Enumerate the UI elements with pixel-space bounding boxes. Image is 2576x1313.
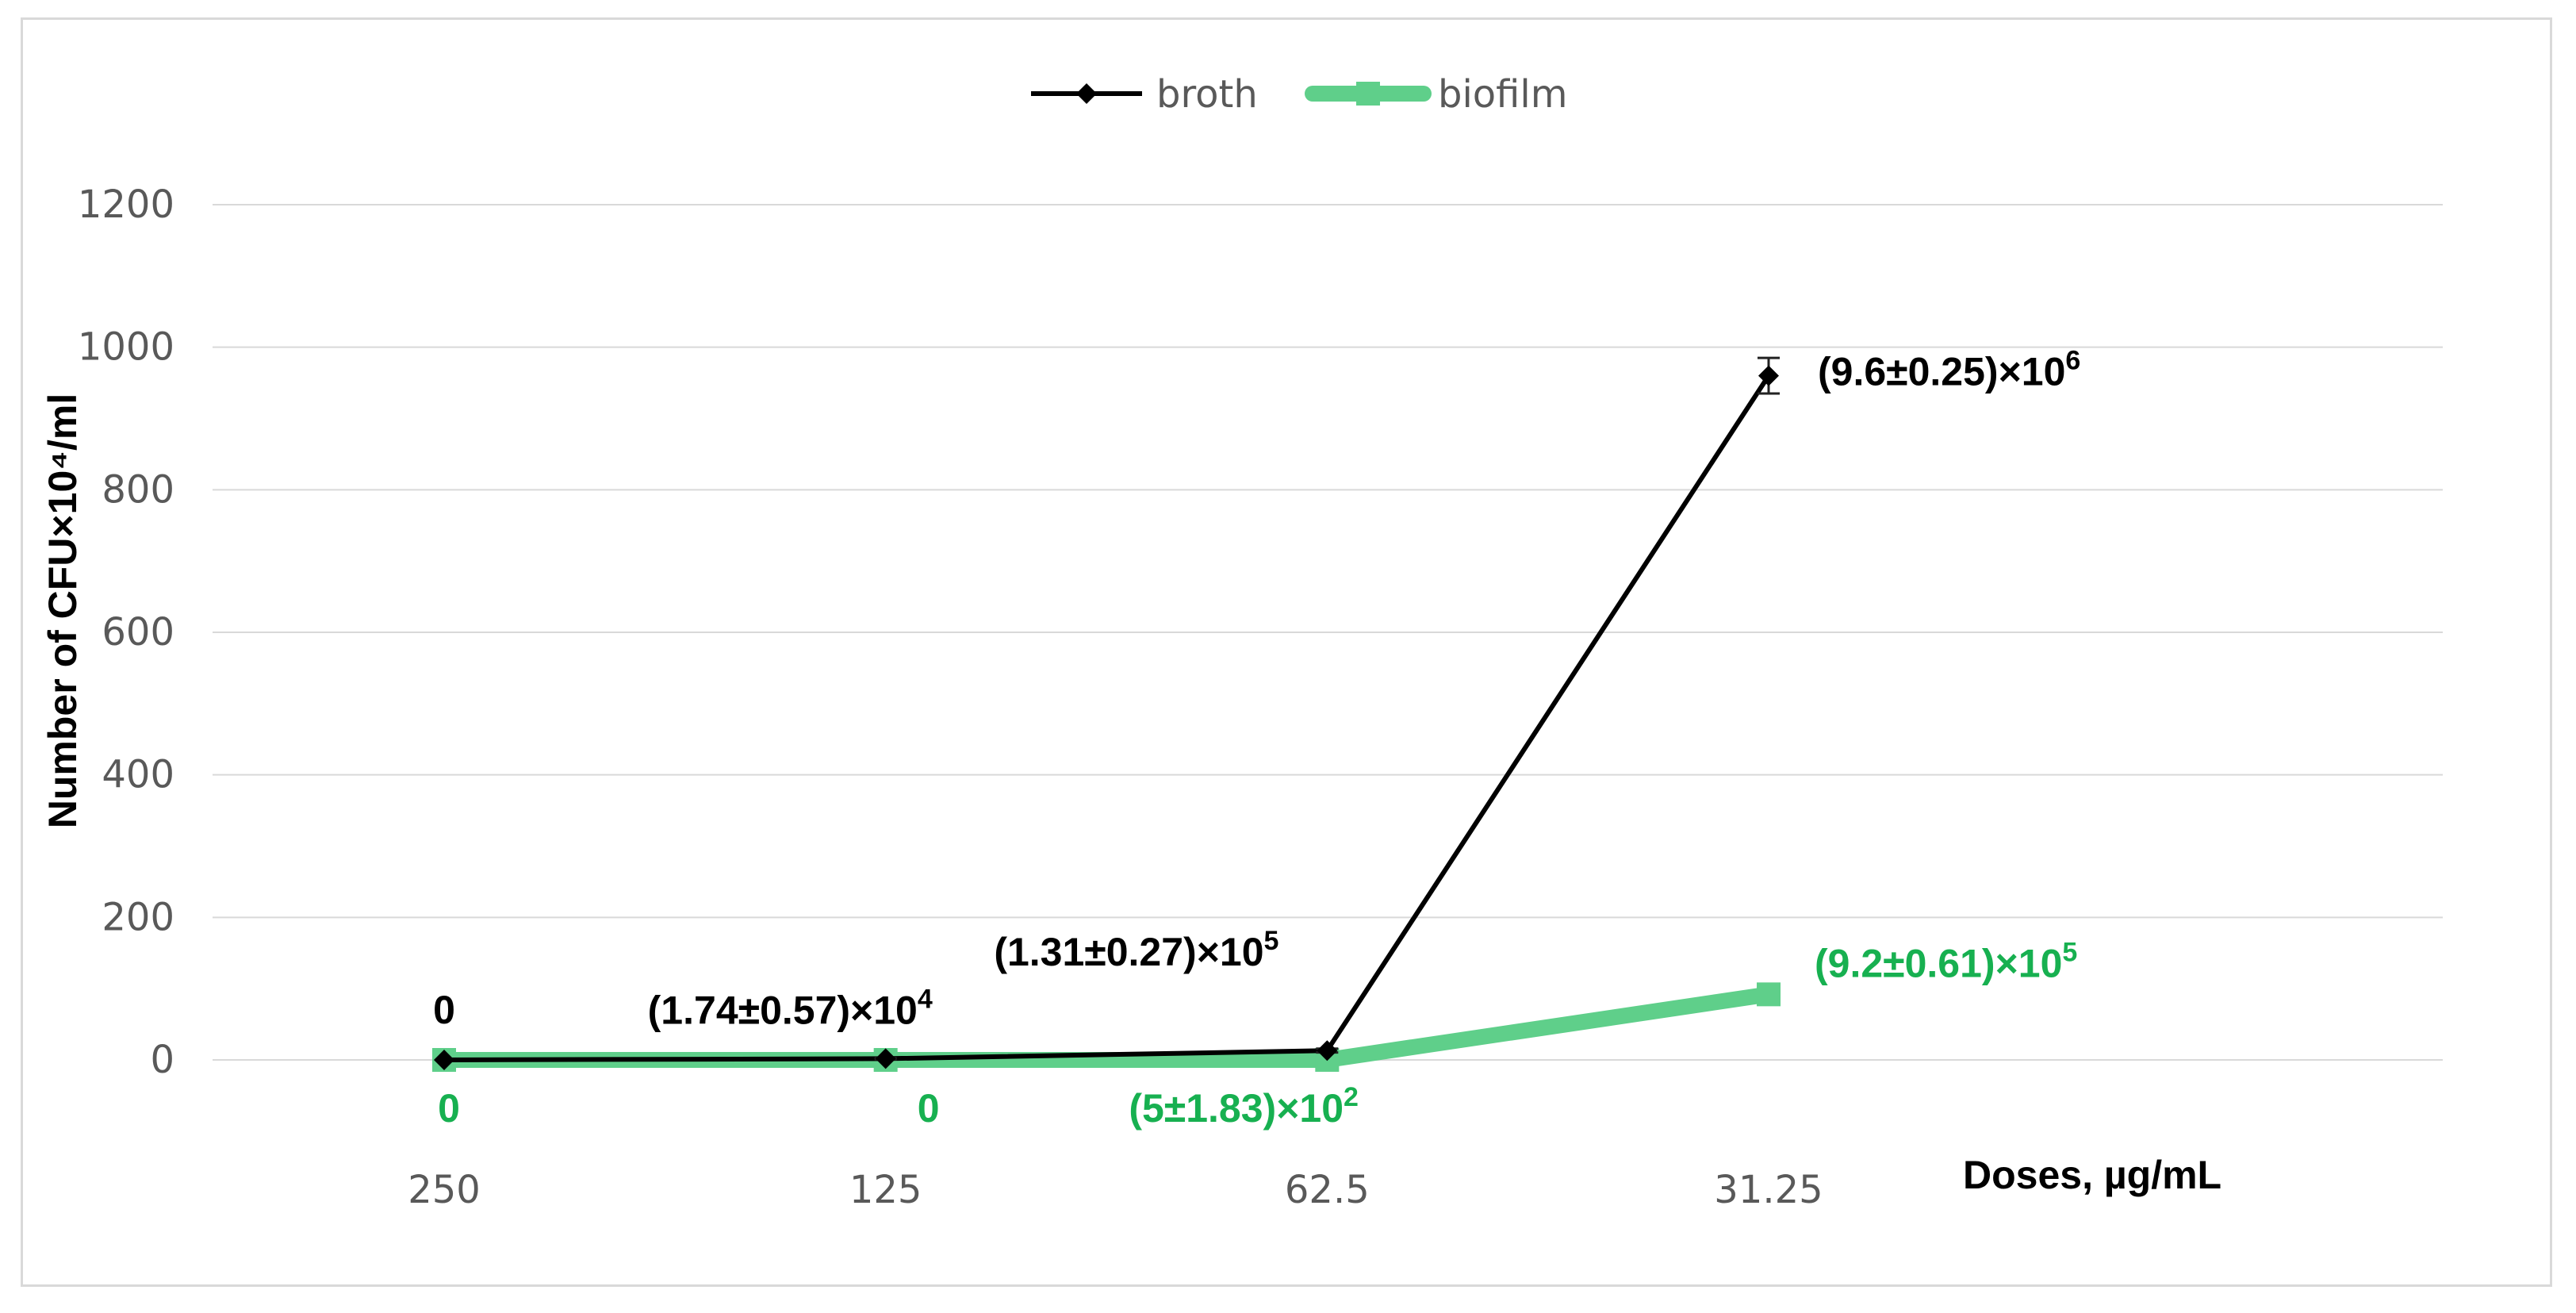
data-label: 0 <box>433 988 455 1032</box>
point-marker <box>1317 1040 1338 1062</box>
legend-label: broth <box>1156 72 1258 117</box>
y-axis-title: Number of CFU×10⁴/ml <box>40 394 85 828</box>
data-label: (9.2±0.61)×105 <box>1815 937 2077 985</box>
legend-swatch-marker <box>1356 82 1380 106</box>
x-tick-label: 62.5 <box>1285 1168 1370 1212</box>
y-tick-label: 800 <box>102 467 174 512</box>
data-label: (9.6±0.25)×106 <box>1818 346 2080 394</box>
data-labels: 0 (1.74±0.57)×104 (1.31±0.27)×105 (9.6±0.25… <box>433 346 2080 1131</box>
chart-frame <box>21 17 2552 1287</box>
series-line-biofilm <box>444 986 1770 1068</box>
legend-item-biofilm: biofilm <box>1305 72 1568 117</box>
point-marker <box>1757 982 1781 1007</box>
y-tick-label: 200 <box>102 895 174 939</box>
y-tick-label: 0 <box>150 1038 174 1082</box>
series-line-broth <box>443 374 1771 1062</box>
series-layer <box>432 356 1781 1072</box>
x-axis-title: Doses, µg/mL <box>1963 1153 2221 1197</box>
legend-label: biofilm <box>1438 72 1568 117</box>
legend-swatch-marker <box>1076 83 1097 104</box>
series-broth <box>434 356 1780 1070</box>
y-tick-label: 1200 <box>78 182 174 227</box>
data-label: 0 <box>438 1086 460 1131</box>
x-tick-label: 125 <box>849 1168 922 1212</box>
x-tick-label: 250 <box>408 1168 481 1212</box>
x-tick-label: 31.25 <box>1714 1168 1823 1212</box>
y-tick-label: 1000 <box>78 325 174 370</box>
y-tick-label: 400 <box>102 753 174 797</box>
data-label: (5±1.83)×102 <box>1129 1082 1359 1131</box>
data-label: (1.31±0.27)×105 <box>994 926 1278 974</box>
data-label: 0 <box>918 1086 940 1131</box>
data-label: (1.74±0.57)×104 <box>648 984 933 1032</box>
legend: broth biofilm <box>1031 72 1568 117</box>
point-marker <box>875 1048 896 1069</box>
x-tick-labels: 250 125 62.5 31.25 <box>408 1168 1823 1212</box>
y-tick-labels: 0 200 400 600 800 1000 1200 <box>78 182 174 1082</box>
point-marker <box>1758 365 1779 386</box>
legend-item-broth: broth <box>1031 72 1258 117</box>
y-tick-label: 600 <box>102 610 174 655</box>
gridlines <box>213 204 2443 1061</box>
point-marker <box>434 1050 454 1070</box>
